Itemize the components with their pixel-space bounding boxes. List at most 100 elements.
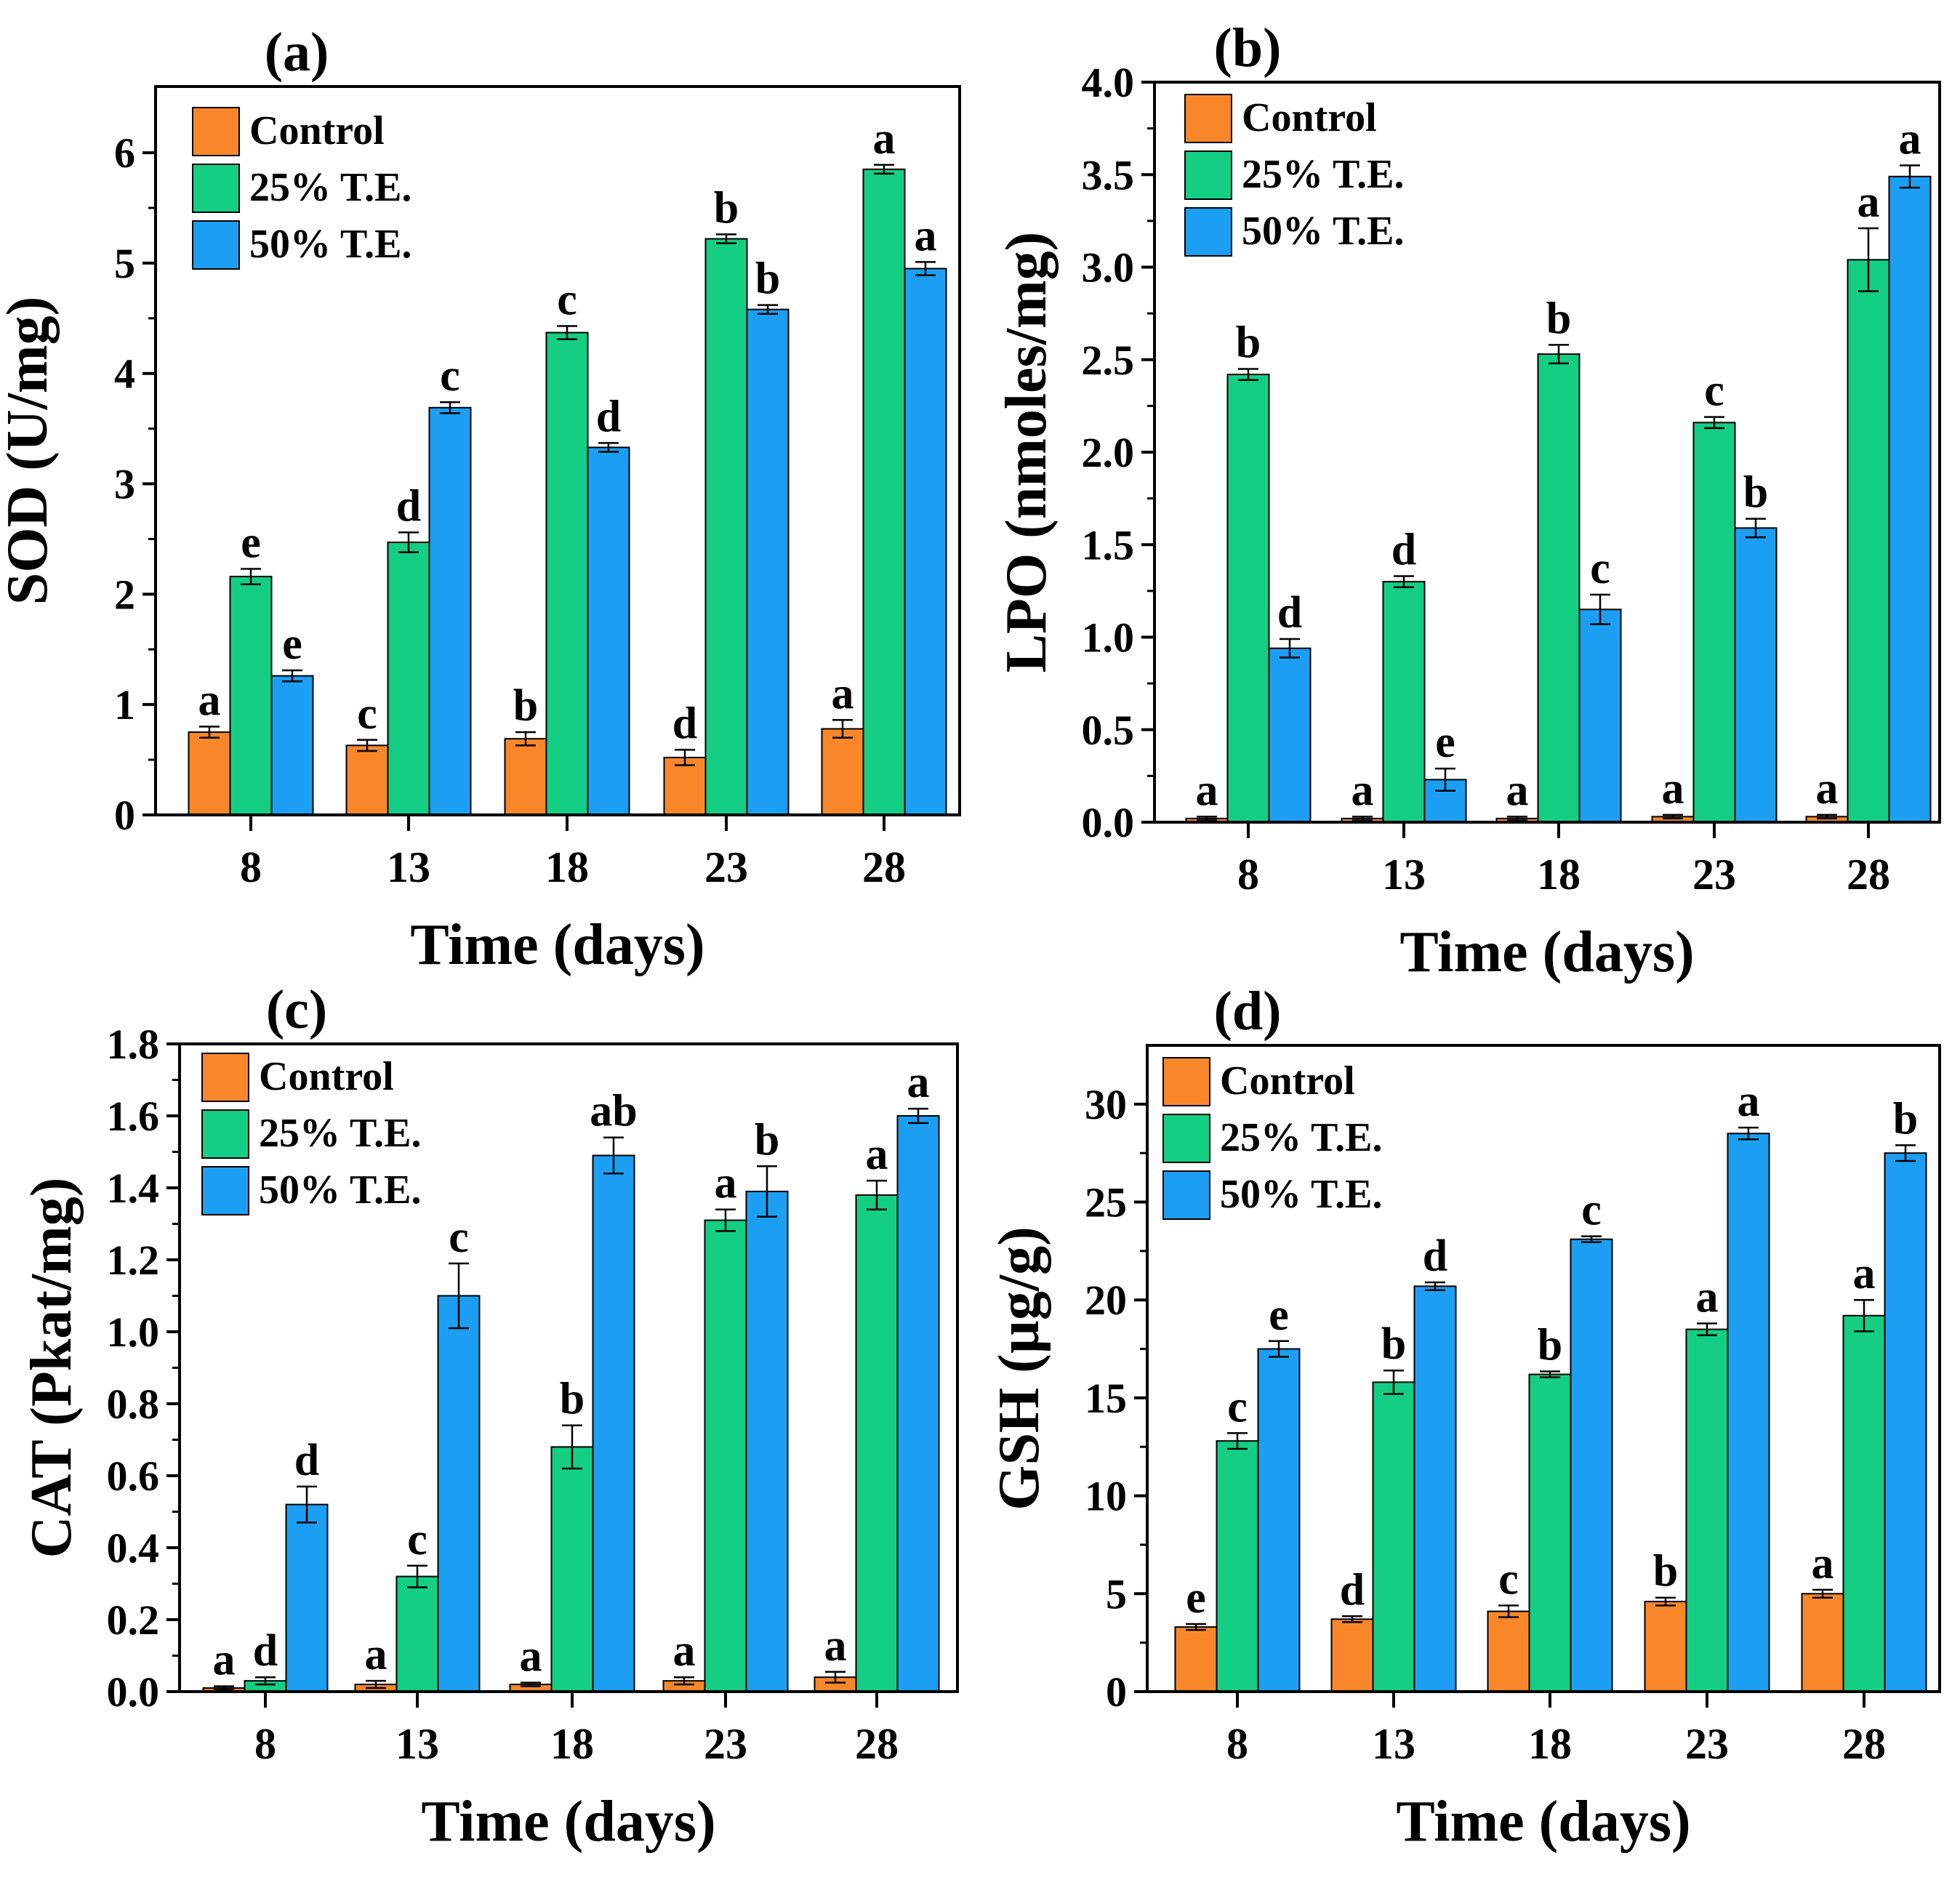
- legend-label: Control: [259, 1054, 394, 1099]
- x-tick-label: 23: [704, 843, 748, 891]
- error-bar: [1549, 344, 1569, 365]
- bar-50te-23: [1727, 1133, 1770, 1692]
- legend-label: 50% T.E.: [249, 222, 412, 267]
- error-bar: [449, 1262, 469, 1330]
- x-tick-label: 8: [254, 1720, 276, 1768]
- y-tick-label: 0.4: [107, 1524, 160, 1572]
- significance-letter: e: [241, 518, 261, 567]
- significance-letter: a: [907, 1058, 930, 1107]
- y-tick-label: 10: [1085, 1473, 1127, 1520]
- error-bar: [1238, 368, 1258, 381]
- error-bar: [1746, 518, 1766, 539]
- x-tick-label: 28: [1842, 1720, 1886, 1768]
- y-tick-label: 2: [114, 571, 135, 618]
- y-tick-label: 0: [114, 792, 135, 839]
- x-tick-label: 18: [545, 843, 589, 891]
- error-bar: [1817, 813, 1837, 820]
- significance-letter: b: [560, 1375, 585, 1424]
- bar-25te-28: [1842, 1314, 1886, 1693]
- significance-letter: a: [1899, 115, 1921, 164]
- legend-swatch: [1162, 1170, 1210, 1220]
- y-tick-label: 1: [114, 681, 135, 728]
- bar-control-8: [1174, 1626, 1218, 1693]
- panel-label: (d): [1214, 981, 1282, 1042]
- y-tick-label: 1.6: [107, 1093, 160, 1140]
- y-axis-title: LPO (nmoles/mg): [995, 232, 1059, 673]
- legend-label: 25% T.E.: [1220, 1115, 1383, 1160]
- bar-control-13: [1330, 1618, 1374, 1692]
- error-bar: [716, 233, 736, 244]
- y-tick-label: 0.0: [1082, 799, 1135, 846]
- significance-letter: a: [866, 1130, 888, 1179]
- y-tick-label: 1.0: [107, 1309, 160, 1356]
- error-bar: [1383, 1369, 1404, 1395]
- bar-50te-23: [745, 1190, 789, 1692]
- significance-letter: a: [213, 1636, 236, 1685]
- bar-50te-8: [270, 675, 314, 816]
- axis-frame: [1146, 1044, 1941, 1693]
- error-bar: [357, 739, 377, 752]
- x-axis-title: Time (days): [410, 913, 704, 977]
- error-bar: [1812, 1588, 1833, 1599]
- y-tick-label: 6: [114, 129, 135, 177]
- significance-letter: a: [1196, 765, 1218, 815]
- significance-letter: ab: [590, 1087, 637, 1136]
- significance-letter: d: [294, 1436, 319, 1485]
- error-bar: [675, 749, 695, 766]
- bar-50te-23: [746, 308, 790, 816]
- y-tick-label: 4.0: [1082, 59, 1135, 106]
- error-bar: [557, 325, 577, 340]
- bar-50te-28: [1888, 175, 1932, 824]
- y-tick-label: 30: [1085, 1081, 1127, 1128]
- error-bar: [214, 1685, 234, 1691]
- bar-control-23: [1644, 1601, 1687, 1693]
- bar-50te-18: [592, 1154, 635, 1692]
- y-tick-label: 5: [114, 240, 135, 287]
- bar-control-18: [504, 738, 547, 816]
- error-bar: [832, 719, 853, 739]
- error-bar: [1858, 227, 1879, 292]
- legend-swatch: [192, 164, 240, 213]
- y-axis-title: CAT (Pkat/mg): [20, 1178, 84, 1559]
- error-bar: [1738, 1126, 1759, 1141]
- error-bar: [757, 1165, 777, 1218]
- bar-control-13: [345, 744, 389, 816]
- significance-letter: a: [915, 211, 937, 260]
- significance-letter: d: [596, 392, 621, 441]
- x-tick-label: 13: [387, 843, 430, 891]
- y-tick-label: 0: [1106, 1668, 1127, 1716]
- y-tick-label: 2.0: [1082, 429, 1135, 476]
- error-bar: [1352, 816, 1373, 821]
- y-tick-label: 1.5: [1082, 521, 1135, 568]
- y-tick-label: 3.0: [1082, 244, 1135, 292]
- legend-swatch: [201, 1053, 249, 1102]
- significance-letter: d: [1391, 526, 1416, 575]
- bar-50te-8: [285, 1503, 329, 1693]
- bar-control-18: [1487, 1610, 1530, 1693]
- significance-letter: a: [1506, 765, 1529, 815]
- error-bar: [758, 304, 778, 315]
- x-tick-label: 23: [704, 1720, 747, 1768]
- x-tick-label: 8: [1237, 851, 1259, 899]
- y-tick-label: 3.5: [1082, 151, 1135, 198]
- error-bar: [915, 261, 936, 276]
- error-bar: [1435, 767, 1455, 792]
- error-bar: [521, 1681, 541, 1687]
- significance-letter: e: [282, 619, 302, 669]
- error-bar: [674, 1676, 694, 1686]
- x-tick-label: 8: [1226, 1720, 1248, 1768]
- error-bar: [1895, 1144, 1916, 1162]
- y-tick-label: 3: [114, 461, 135, 508]
- bar-50te-28: [1884, 1152, 1927, 1692]
- error-bar: [1663, 813, 1683, 820]
- x-tick-label: 23: [1685, 1720, 1729, 1768]
- significance-letter: b: [1538, 1321, 1562, 1370]
- significance-letter: b: [755, 1115, 779, 1165]
- x-axis-title: Time (days): [1399, 920, 1694, 984]
- bar-25te-23: [1692, 422, 1736, 823]
- y-tick-label: 4: [114, 350, 135, 398]
- x-tick-label: 13: [1382, 851, 1426, 899]
- y-tick-label: 1.8: [107, 1021, 160, 1068]
- error-bar: [255, 1676, 276, 1686]
- error-bar: [1507, 816, 1527, 821]
